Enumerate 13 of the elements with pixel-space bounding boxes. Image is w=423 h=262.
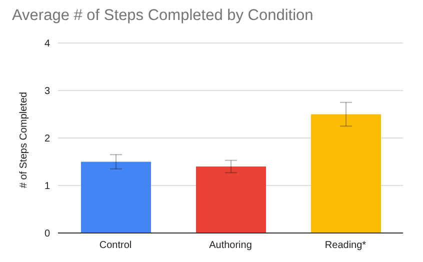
y-tick-label: 2 [44,134,50,145]
y-tick-label: 1 [44,181,50,192]
bar [311,114,381,233]
chart-title: Average # of Steps Completed by Condition [12,7,314,25]
x-tick-label: Control [99,240,132,252]
y-tick-label: 4 [44,38,50,50]
bar [81,162,151,233]
y-tick-label: 3 [44,86,50,98]
bar [196,166,266,233]
x-tick-label: Reading* [324,240,366,252]
y-tick-label: 0 [44,228,50,240]
x-tick-label: Authoring [209,240,252,252]
y-axis-title: # of Steps Completed [18,92,30,188]
